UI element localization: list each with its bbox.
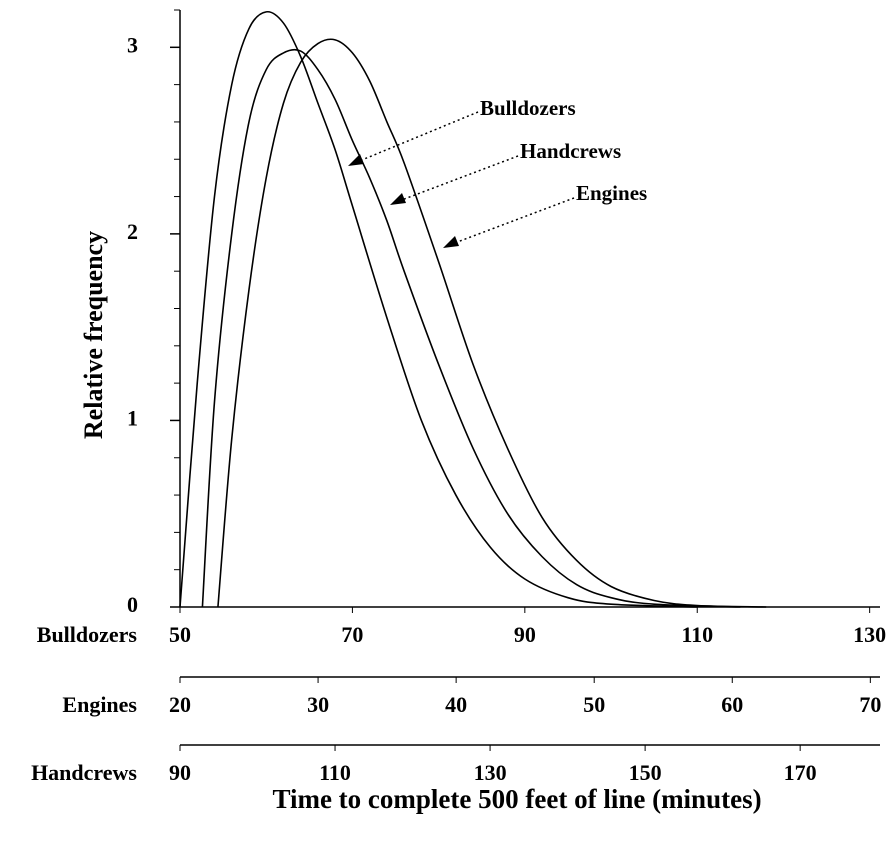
- x-tick-label: 130: [474, 760, 507, 785]
- x-axis-label: Time to complete 500 feet of line (minut…: [272, 784, 761, 814]
- annotation: Bulldozers: [480, 96, 576, 120]
- arrow-line: [398, 155, 519, 202]
- x-tick-label: 170: [784, 760, 817, 785]
- annotations: Bulldozers Handcrews Engines: [348, 96, 647, 248]
- arrow-head: [390, 193, 406, 205]
- x-tick-label: 90: [169, 760, 191, 785]
- x-tick-label: 130: [853, 622, 886, 647]
- x-axis-name: Engines: [62, 692, 137, 717]
- annotation: Engines: [576, 181, 647, 205]
- y-tick-label: 3: [127, 32, 138, 57]
- y-tick-label: 1: [127, 405, 138, 430]
- arrow-line: [356, 111, 479, 163]
- y-axis-label: Relative frequency: [79, 231, 108, 439]
- arrow-line: [451, 197, 575, 245]
- x-tick-label: 20: [169, 692, 191, 717]
- curve: [217, 38, 767, 608]
- x-tick-label: 50: [583, 692, 605, 717]
- x-tick-label: 30: [307, 692, 329, 717]
- y-tick-label: 2: [127, 219, 138, 244]
- x-tick-label: 70: [341, 622, 363, 647]
- x-tick-label: 70: [859, 692, 881, 717]
- x-tick-label: 110: [319, 760, 351, 785]
- curve: [179, 10, 698, 608]
- arrow-head: [443, 236, 459, 248]
- x-axis-name: Bulldozers: [37, 622, 138, 647]
- curve: [201, 48, 741, 608]
- x-tick-label: 40: [445, 692, 467, 717]
- x-tick-label: 90: [514, 622, 536, 647]
- y-tick-label: 0: [127, 592, 138, 617]
- annotation: Handcrews: [520, 139, 621, 163]
- x-tick-label: 150: [629, 760, 662, 785]
- x-tick-label: 110: [681, 622, 713, 647]
- x-axis-name: Handcrews: [31, 760, 137, 785]
- x-tick-label: 50: [169, 622, 191, 647]
- x-tick-label: 60: [721, 692, 743, 717]
